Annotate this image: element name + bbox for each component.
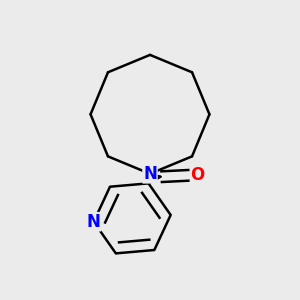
- Text: N: N: [87, 213, 100, 231]
- Text: N: N: [143, 165, 157, 183]
- Text: O: O: [190, 166, 205, 184]
